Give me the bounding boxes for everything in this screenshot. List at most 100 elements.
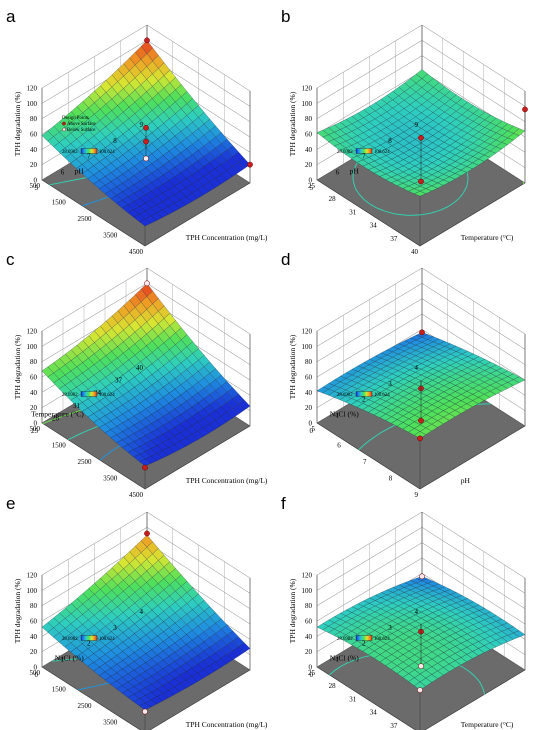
panel-a: 0 20 40 60 80 100 120 TPH degradation (%) 500 150… bbox=[6, 7, 268, 256]
z-tick-label: 100 bbox=[27, 100, 38, 108]
y-tick-label: 4 bbox=[415, 364, 419, 372]
surface-cell bbox=[139, 218, 152, 227]
y-tick-label: 3 bbox=[388, 380, 392, 388]
z-axis: 0 20 40 60 80 100 120 TPH degradation (%) bbox=[13, 572, 38, 672]
y-tick-label: 0 bbox=[310, 671, 314, 679]
legend-marker bbox=[62, 121, 66, 126]
x-axis-title: Temperature (°C) bbox=[461, 720, 514, 729]
x-tick-label: 1500 bbox=[52, 686, 67, 694]
y-tick-label: 31 bbox=[73, 402, 81, 410]
contour-line bbox=[468, 671, 476, 677]
color-bar bbox=[355, 148, 373, 154]
x-tick-label: 8 bbox=[389, 475, 393, 483]
y-tick-label: 40 bbox=[136, 364, 144, 372]
surface-cell bbox=[139, 458, 152, 467]
contour-line bbox=[67, 412, 72, 416]
contour-line bbox=[355, 188, 360, 195]
contour-line bbox=[59, 181, 66, 184]
z-tick-label: 60 bbox=[305, 374, 313, 382]
design-point bbox=[142, 464, 148, 471]
contour-line bbox=[77, 687, 88, 691]
y-tick-label: 2 bbox=[87, 640, 91, 648]
y-tick-label: 3 bbox=[113, 624, 117, 632]
x-tick-label: 2500 bbox=[78, 458, 93, 466]
y-tick-label: 37 bbox=[115, 377, 123, 385]
z-tick-label: 0 bbox=[309, 177, 313, 185]
z-axis-title: TPH degradation (%) bbox=[13, 91, 22, 156]
y-tick-label: 0 bbox=[310, 427, 314, 435]
z-tick-label: 120 bbox=[27, 572, 38, 580]
legend-min-label: 28.6982 bbox=[337, 393, 353, 398]
x-tick-label: 3500 bbox=[103, 719, 118, 727]
design-point bbox=[143, 155, 149, 162]
legend-min-label: 28.6982 bbox=[62, 637, 78, 642]
z-axis: 0 20 40 60 80 100 120 TPH degradation (%) bbox=[288, 328, 313, 428]
contour-line bbox=[358, 194, 365, 200]
y-tick-label: 25 bbox=[31, 427, 39, 435]
y-tick-label: 9 bbox=[415, 121, 419, 129]
x-tick-label: 25 bbox=[308, 182, 316, 190]
legend: 28.6982 100.624 bbox=[62, 391, 115, 398]
x-axis-title: Temperature (°C) bbox=[461, 233, 514, 242]
design-points bbox=[418, 106, 528, 185]
y-axis-title: Temperature (°C) bbox=[31, 409, 84, 418]
contour-line bbox=[50, 417, 60, 421]
z-axis-title: TPH degradation (%) bbox=[288, 578, 297, 643]
contour-line bbox=[78, 177, 86, 180]
contour-line bbox=[100, 455, 106, 460]
design-point bbox=[419, 573, 425, 580]
z-tick-label: 80 bbox=[30, 358, 38, 366]
x-tick-label: 40 bbox=[411, 248, 419, 256]
design-point bbox=[419, 329, 425, 336]
y-axis-title: pH bbox=[350, 166, 360, 175]
y-tick-label: 1 bbox=[336, 411, 340, 419]
z-tick-label: 40 bbox=[30, 633, 38, 641]
z-tick-label: 100 bbox=[302, 100, 313, 108]
contour-line bbox=[363, 199, 371, 205]
z-axis-title: TPH degradation (%) bbox=[288, 91, 297, 156]
contour-line bbox=[82, 428, 91, 434]
x-axis: 5 6 7 8 9 pH bbox=[312, 425, 471, 499]
contour-line bbox=[474, 675, 480, 682]
wall-gridline bbox=[316, 267, 526, 335]
x-tick-label: 6 bbox=[337, 442, 341, 450]
contour-line bbox=[58, 414, 68, 419]
contour-line bbox=[466, 178, 469, 187]
panel-letter: e bbox=[6, 494, 15, 513]
y-tick-label: 4 bbox=[415, 608, 419, 616]
z-tick-label: 60 bbox=[30, 131, 38, 139]
z-tick-label: 20 bbox=[30, 648, 38, 656]
panel-letter: c bbox=[6, 250, 15, 269]
x-axis-title: TPH Concentration (mg/L) bbox=[186, 476, 268, 485]
contour-line bbox=[68, 657, 80, 661]
contour-line bbox=[352, 181, 356, 189]
z-tick-label: 0 bbox=[34, 664, 38, 672]
color-bar bbox=[355, 391, 373, 397]
y-tick-label: 6 bbox=[61, 168, 65, 176]
response-surface bbox=[41, 534, 251, 711]
legend-max-label: 100.624 bbox=[374, 637, 390, 642]
response-surface bbox=[316, 576, 526, 691]
panel-letter: f bbox=[281, 494, 286, 513]
color-bar bbox=[80, 148, 98, 154]
x-tick-label: 34 bbox=[370, 709, 378, 717]
contour-line bbox=[104, 196, 108, 199]
z-tick-label: 0 bbox=[34, 177, 38, 185]
y-axis-title: pH bbox=[75, 166, 85, 175]
design-points bbox=[142, 280, 150, 471]
contour-line bbox=[353, 164, 357, 172]
y-axis: 0 1 2 3 4 NaCl (%) bbox=[310, 608, 419, 679]
y-tick-label: 7 bbox=[362, 153, 366, 161]
y-axis-title: NaCl (%) bbox=[55, 653, 84, 662]
legend-min-label: 28.6982 bbox=[62, 393, 78, 398]
z-tick-label: 100 bbox=[27, 587, 38, 595]
z-tick-label: 60 bbox=[305, 618, 313, 626]
contour-line bbox=[57, 659, 68, 662]
x-tick-label: 1500 bbox=[52, 199, 67, 207]
design-points bbox=[417, 329, 425, 442]
y-tick-label: 1 bbox=[61, 655, 65, 663]
